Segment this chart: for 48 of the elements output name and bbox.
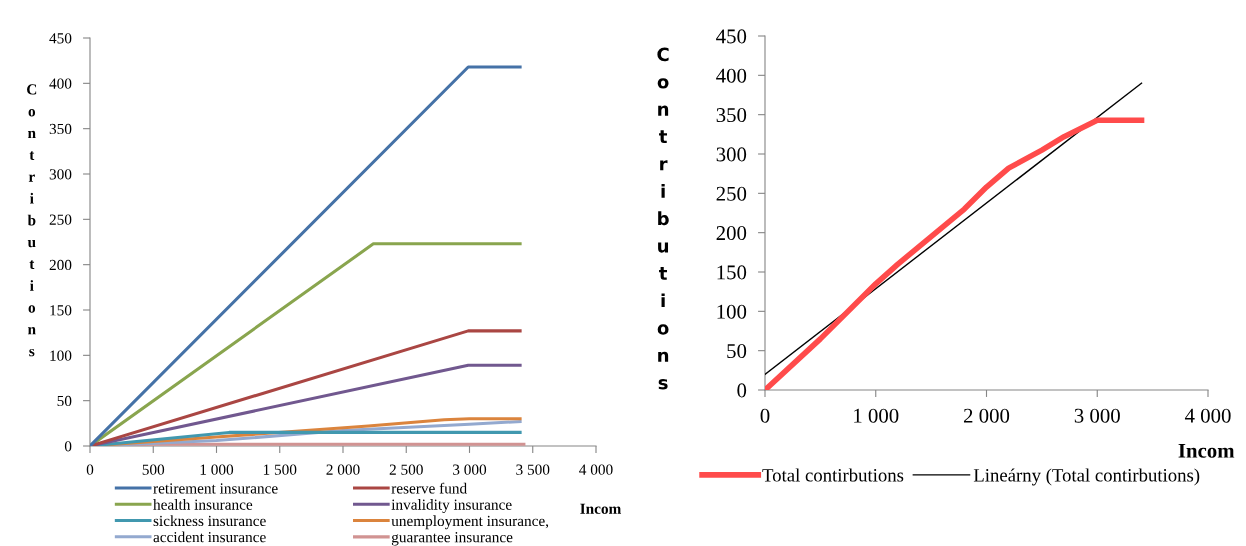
legend-label: retirement insurance bbox=[153, 483, 278, 494]
y-tick-label: 450 bbox=[49, 33, 72, 44]
legend-label: Lineárny (Total contirbutions) bbox=[973, 468, 1200, 486]
y-tick-label: 0 bbox=[64, 441, 72, 452]
legend-label: health insurance bbox=[153, 499, 253, 510]
y-tick-label: 50 bbox=[57, 395, 72, 407]
x-tick-label: 1 000 bbox=[200, 464, 234, 475]
y-tick-label: 400 bbox=[716, 68, 747, 83]
y-tick-label: 200 bbox=[49, 259, 72, 271]
x-tick-label: 2 000 bbox=[963, 408, 1010, 423]
x-tick-label: 0 bbox=[86, 464, 94, 475]
y-tick-label: 100 bbox=[50, 350, 72, 361]
y-tick-label: 300 bbox=[716, 147, 747, 162]
x-tick-label: 2 000 bbox=[326, 464, 360, 475]
y-tick-label: 0 bbox=[737, 383, 747, 398]
y-tick-label: 350 bbox=[716, 108, 747, 123]
x-tick-label: 2 500 bbox=[389, 464, 423, 475]
y-tick-label: 250 bbox=[49, 214, 72, 225]
legend-label: Total contirbutions bbox=[762, 468, 904, 482]
y-tick-label: 300 bbox=[49, 169, 72, 180]
legend-label: sickness insurance bbox=[153, 515, 266, 527]
x-tick-label: 3 500 bbox=[516, 464, 550, 475]
y-tick-label: 150 bbox=[717, 265, 747, 280]
x-tick-label: 4 000 bbox=[579, 464, 613, 475]
legend-label: guarantee insurance bbox=[391, 532, 513, 546]
y-tick-label: 100 bbox=[717, 304, 747, 319]
x-axis-title: Incom bbox=[580, 503, 622, 514]
x-tick-label: 1 500 bbox=[263, 464, 297, 475]
x-tick-label: 500 bbox=[142, 464, 165, 475]
x-axis-title: Incom bbox=[1178, 443, 1235, 458]
y-tick-label: 200 bbox=[716, 226, 747, 241]
text: Contributions bbox=[27, 84, 37, 357]
x-tick-label: 0 bbox=[760, 408, 770, 423]
x-tick-label: 3 000 bbox=[1074, 408, 1120, 423]
y-tick-label: 400 bbox=[49, 78, 72, 89]
y-tick-label: 450 bbox=[716, 29, 747, 44]
legend-label: accident insurance bbox=[153, 531, 266, 543]
y-tick-label: 50 bbox=[727, 344, 747, 359]
x-tick-label: 1 000 bbox=[854, 408, 899, 423]
x-tick-label: 4 000 bbox=[1184, 408, 1231, 423]
y-tick-label: 150 bbox=[50, 305, 72, 316]
x-tick-label: 3 000 bbox=[453, 464, 487, 475]
legend-label: invalidity insurance bbox=[391, 499, 512, 513]
text: Contributions bbox=[657, 47, 669, 390]
legend-label: unemployment insurance, bbox=[391, 515, 549, 530]
legend-label: reserve fund bbox=[391, 482, 467, 494]
y-tick-label: 250 bbox=[716, 186, 747, 201]
y-tick-label: 350 bbox=[49, 123, 72, 135]
